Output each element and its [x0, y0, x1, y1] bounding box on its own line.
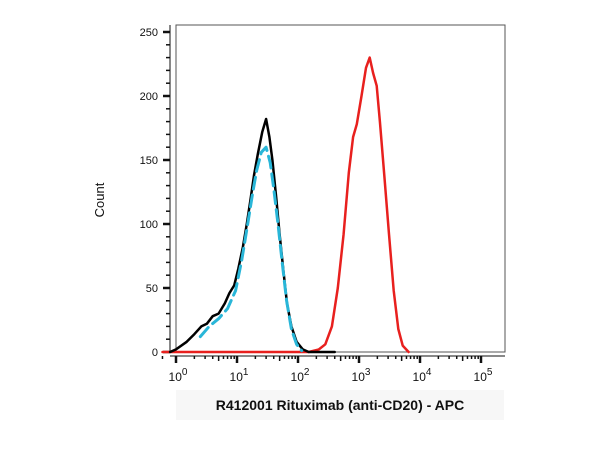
- series-isotype-control: [168, 117, 336, 354]
- y-tick-label: 50: [146, 283, 158, 295]
- y-tick-label: 200: [140, 91, 158, 103]
- x-axis-label: R412001 Rituximab (anti-CD20) - APC: [215, 397, 465, 413]
- x-axis-label-box: R412001 Rituximab (anti-CD20) - APC: [176, 390, 504, 420]
- y-axis: 0 50 100 150 200 250: [140, 25, 171, 359]
- series-r412001-rituximab-anti-cd20-apc: [161, 56, 410, 354]
- y-axis-label: Count: [92, 182, 107, 218]
- y-tick-label: 0: [152, 347, 158, 359]
- histogram-curves: [161, 56, 410, 354]
- x-tick-label: 102: [291, 367, 310, 384]
- x-axis: 100 101 102 103 104 105: [161, 355, 505, 384]
- x-tick-label: 103: [352, 367, 371, 384]
- x-tick-label: 104: [413, 367, 432, 384]
- series-unstained: [198, 145, 304, 353]
- y-tick-label: 100: [140, 219, 158, 231]
- y-tick-label: 150: [140, 155, 158, 167]
- y-tick-label: 250: [140, 27, 158, 39]
- plot-frame: [175, 24, 506, 353]
- x-tick-label: 101: [230, 367, 249, 384]
- x-tick-label: 105: [474, 367, 493, 384]
- x-tick-label: 100: [169, 367, 188, 384]
